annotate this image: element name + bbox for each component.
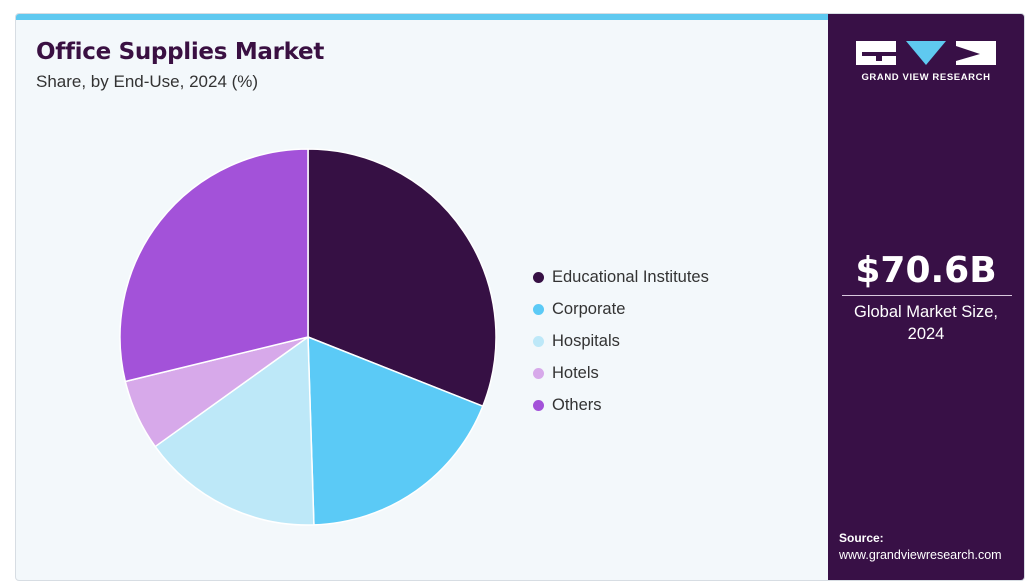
pie-slice-hospitals — [154, 336, 315, 526]
pie-chart — [119, 148, 497, 526]
legend-swatch — [533, 303, 544, 315]
source-label: Source: — [839, 531, 884, 545]
brand-name: GRAND VIEW RESEARCH — [861, 72, 991, 83]
legend-swatch — [533, 367, 544, 379]
legend-label: Educational Institutes — [552, 267, 709, 286]
grand-view-research-logo — [856, 41, 996, 65]
legend-label: Others — [552, 395, 602, 414]
market-size-label: Global Market Size, 2024 — [828, 301, 1024, 345]
market-size-label-line1: Global Market Size, — [854, 303, 998, 321]
source-url[interactable]: www.grandviewresearch.com — [839, 548, 1002, 562]
legend-label: Corporate — [552, 299, 626, 318]
info-panel: GRAND VIEW RESEARCH $70.6B Global Market… — [828, 14, 1024, 580]
legend-label: Hotels — [552, 363, 599, 382]
market-size-value: $70.6B — [855, 250, 997, 291]
pie-slice-corporate — [307, 336, 484, 526]
legend-swatch — [533, 399, 544, 411]
chart-title: Office Supplies Market — [36, 39, 325, 65]
legend-item-educational-institutes: Educational Institutes — [533, 261, 709, 293]
legend-label: Hospitals — [552, 331, 620, 350]
market-size-label-line2: 2024 — [907, 325, 945, 343]
pie-slice-others — [119, 148, 309, 383]
chart-legend: Educational Institutes Corporate Hospitals… — [533, 261, 709, 421]
chart-card: Office Supplies Market Share, by End-Use… — [15, 13, 1025, 581]
legend-item-others: Others — [533, 389, 709, 421]
legend-swatch — [533, 335, 544, 347]
legend-swatch — [533, 271, 544, 283]
divider — [842, 295, 1012, 296]
legend-item-corporate: Corporate — [533, 293, 709, 325]
legend-item-hospitals: Hospitals — [533, 325, 709, 357]
accent-bar — [16, 14, 828, 20]
legend-item-hotels: Hotels — [533, 357, 709, 389]
chart-subtitle: Share, by End-Use, 2024 (%) — [36, 72, 259, 91]
pie-slice-educational-institutes — [307, 148, 497, 407]
